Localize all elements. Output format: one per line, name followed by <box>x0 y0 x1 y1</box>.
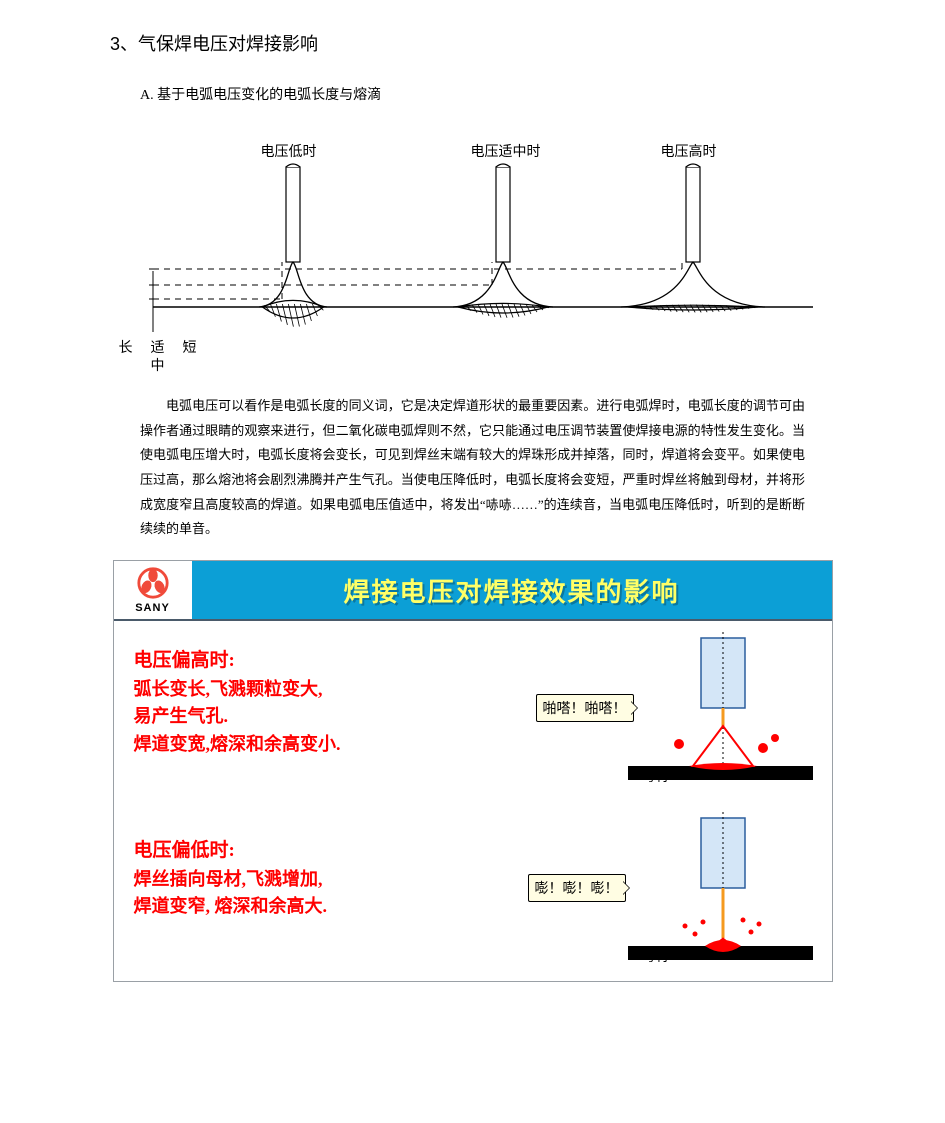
electrode-label-0: 电压低时 <box>261 141 317 161</box>
axis-label-long: 长 <box>119 337 133 357</box>
low-line-2: 焊道变窄, 熔深和余高大. <box>134 893 328 921</box>
high-header: 电压偏高时: <box>134 646 341 675</box>
high-voltage-block: 电压偏高时: 弧长变长,飞溅颗粒变大, 易产生气孔. 焊道变宽,熔深和余高变小. <box>134 646 341 759</box>
slide-title-bar: 焊接电压对焊接效果的影响 <box>192 561 832 619</box>
section-title-text: 气保焊电压对焊接影响 <box>138 34 318 54</box>
sany-logo-icon <box>134 566 172 600</box>
sound-bubble-high: 啪嗒！啪嗒！ <box>536 694 634 722</box>
low-line-1: 焊丝插向母材,飞溅增加, <box>134 866 328 894</box>
weld-figure-low: 嘭！嘭！嘭！ 母材 <box>528 806 818 971</box>
electrode-label-1: 电压适中时 <box>471 141 541 161</box>
weld-figure-high: 啪嗒！啪嗒！ 母材 <box>528 626 818 791</box>
axis-label-mid: 中 <box>151 355 165 375</box>
electrode-label-2: 电压高时 <box>661 141 717 161</box>
slide-title: 焊接电压对焊接效果的影响 <box>343 572 679 609</box>
axis-label-proper: 适 <box>151 337 165 357</box>
base-metal-label-low: 母材 <box>643 946 669 965</box>
diagram-a-caption: A. 基于电弧电压变化的电弧长度与熔滴 <box>140 84 835 104</box>
axis-label-short: 短 <box>183 337 197 357</box>
section-number: 3、 <box>110 34 138 54</box>
low-voltage-block: 电压偏低时: 焊丝插向母材,飞溅增加, 焊道变窄, 熔深和余高大. <box>134 836 328 921</box>
logo-brand: SANY <box>135 602 170 614</box>
high-line-3: 焊道变宽,熔深和余高变小. <box>134 731 341 759</box>
slide: SANY 焊接电压对焊接效果的影响 电压偏高时: 弧长变长,飞溅颗粒变大, 易产… <box>113 560 833 982</box>
slide-body: 电压偏高时: 弧长变长,飞溅颗粒变大, 易产生气孔. 焊道变宽,熔深和余高变小.… <box>114 621 832 981</box>
section-title: 3、气保焊电压对焊接影响 <box>110 30 835 56</box>
body-paragraph: 电弧电压可以看作是电弧长度的同义词，它是决定焊道形状的最重要因素。进行电弧焊时，… <box>140 394 805 542</box>
slide-header: SANY 焊接电压对焊接效果的影响 <box>114 561 832 621</box>
page: 3、气保焊电压对焊接影响 A. 基于电弧电压变化的电弧长度与熔滴 长 适 短 中… <box>0 0 945 1123</box>
sound-bubble-low: 嘭！嘭！嘭！ <box>528 874 626 902</box>
low-header: 电压偏低时: <box>134 836 328 865</box>
high-line-1: 弧长变长,飞溅颗粒变大, <box>134 676 341 704</box>
base-metal-label-high: 母材 <box>643 766 669 785</box>
logo-box: SANY <box>114 561 192 619</box>
diagram-a: 长 适 短 中 电压低时 电压适中时 电压高时 <box>113 112 833 382</box>
high-line-2: 易产生气孔. <box>134 703 341 731</box>
